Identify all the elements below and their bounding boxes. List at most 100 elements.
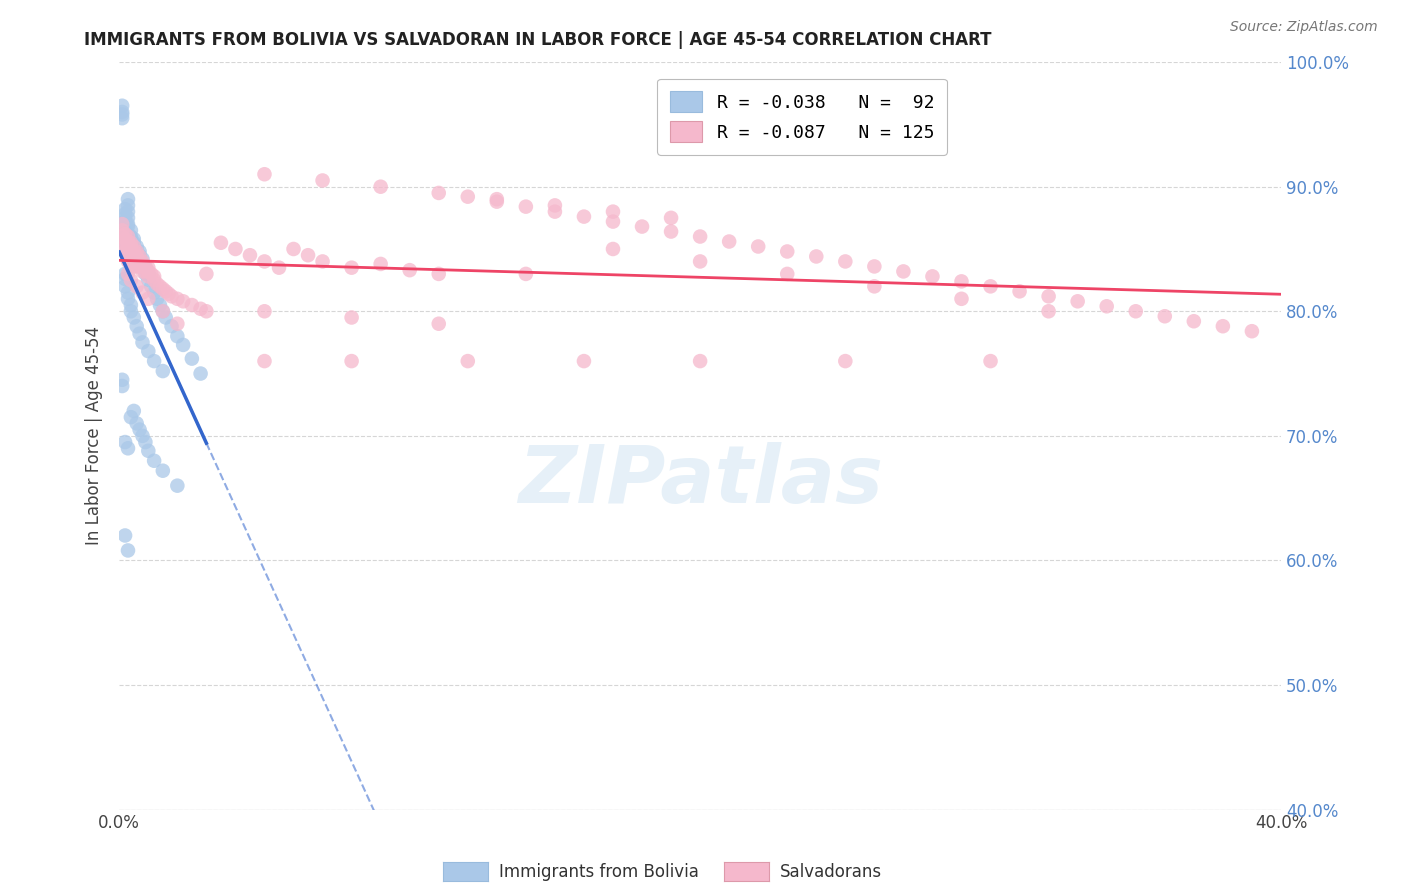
Point [117,267,139,281]
Point [111,99,134,113]
Point [120,229,142,244]
Point [141,267,163,281]
Point [122,248,145,262]
Point [149,279,172,293]
Point [515,267,537,281]
Point [128,260,150,274]
Point [370,257,392,271]
Point [195,267,218,281]
Point [125,239,148,253]
Point [111,112,134,126]
Point [122,250,145,264]
Point [457,189,479,203]
Point [718,235,741,249]
Point [114,279,136,293]
Point [117,248,139,262]
Point [572,210,595,224]
Point [117,211,139,225]
Point [136,443,159,458]
Point [149,298,172,312]
Y-axis label: In Labor Force | Age 45-54: In Labor Force | Age 45-54 [86,326,103,545]
Point [117,229,139,244]
Point [190,367,212,381]
Point [117,442,139,456]
Point [122,242,145,256]
Point [114,207,136,221]
Point [111,217,134,231]
Point [128,250,150,264]
Point [297,248,319,262]
Point [117,192,139,206]
Point [224,242,246,256]
Point [950,292,973,306]
Point [117,219,139,234]
Point [114,232,136,246]
Point [143,454,166,468]
Point [134,260,156,274]
Point [117,239,139,253]
Point [155,285,177,299]
Point [689,354,711,368]
Point [125,260,148,274]
Point [863,260,886,274]
Point [125,254,148,268]
Point [120,242,142,256]
Point [136,344,159,359]
Point [117,285,139,300]
Point [980,354,1002,368]
Point [131,257,153,271]
Point [166,292,188,306]
Point [143,273,166,287]
Point [117,254,139,268]
Point [125,250,148,264]
Legend: R = -0.038   N =  92, R = -0.087   N = 125: R = -0.038 N = 92, R = -0.087 N = 125 [657,78,946,154]
Point [128,248,150,262]
Point [253,254,276,268]
Point [122,235,145,250]
Point [152,464,174,478]
Point [157,286,180,301]
Point [122,404,145,418]
Point [111,373,134,387]
Point [190,301,212,316]
Point [117,244,139,259]
Point [1125,304,1147,318]
Point [136,269,159,284]
Point [146,292,169,306]
Point [1038,304,1060,318]
Point [122,254,145,268]
Point [253,167,276,181]
Point [122,232,145,246]
Point [253,354,276,368]
Point [120,298,142,312]
Point [117,235,139,250]
Text: Immigrants from Bolivia: Immigrants from Bolivia [499,863,699,881]
Point [602,242,624,256]
Point [152,282,174,296]
Point [602,214,624,228]
Point [1066,294,1088,309]
Point [689,254,711,268]
Point [122,310,145,325]
Point [1008,285,1031,299]
Point [114,435,136,450]
Point [128,244,150,259]
Point [134,435,156,450]
Point [128,254,150,268]
Point [134,264,156,278]
Point [120,239,142,253]
Point [117,232,139,246]
Point [172,338,194,352]
Point [114,223,136,237]
Point [631,219,654,234]
Point [311,173,333,187]
Point [166,329,188,343]
Point [128,423,150,437]
Point [950,274,973,288]
Point [111,229,134,244]
Point [120,232,142,246]
Point [485,192,508,206]
Point [152,304,174,318]
Point [128,260,150,274]
Point [141,279,163,293]
